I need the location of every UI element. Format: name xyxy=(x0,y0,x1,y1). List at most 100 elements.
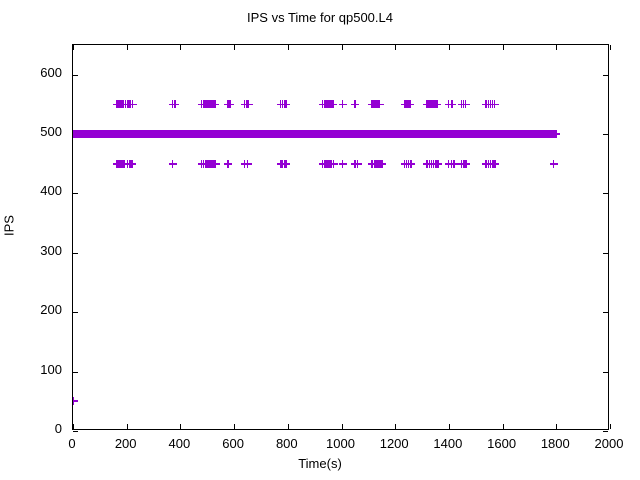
data-point-plus-icon xyxy=(339,130,348,139)
x-tick-mark xyxy=(73,424,74,429)
data-point-plus-icon xyxy=(142,130,151,139)
data-point-plus-icon xyxy=(158,130,167,139)
data-point-plus-icon xyxy=(184,130,193,139)
data-point-plus-icon xyxy=(423,159,432,168)
data-point-plus-icon xyxy=(505,130,514,139)
data-point-plus-icon xyxy=(80,130,89,139)
data-point-plus-icon xyxy=(429,100,438,109)
data-point-plus-icon xyxy=(243,159,252,168)
data-point-plus-icon xyxy=(439,130,448,139)
data-point-plus-icon xyxy=(73,130,82,139)
data-point-plus-icon xyxy=(482,130,491,139)
data-point-plus-icon xyxy=(128,159,137,168)
data-point-plus-icon xyxy=(73,397,78,406)
data-point-plus-icon xyxy=(396,130,405,139)
y-tick-label: 100 xyxy=(40,361,62,377)
data-point-plus-icon xyxy=(488,100,497,109)
data-point-plus-icon xyxy=(378,130,387,139)
data-point-plus-icon xyxy=(116,130,125,139)
data-point-plus-icon xyxy=(441,130,450,139)
data-point-plus-icon xyxy=(235,130,244,139)
data-point-plus-icon xyxy=(255,130,264,139)
data-point-plus-icon xyxy=(385,130,394,139)
data-point-plus-icon xyxy=(388,130,397,139)
x-tick-mark-top xyxy=(180,45,182,50)
data-point-plus-icon xyxy=(350,100,359,109)
data-point-plus-icon xyxy=(104,130,113,139)
x-tick-mark-top xyxy=(341,45,343,50)
data-point-plus-icon xyxy=(240,130,249,139)
data-point-plus-icon xyxy=(531,130,540,139)
data-point-plus-icon xyxy=(155,130,164,139)
data-point-plus-icon xyxy=(522,130,531,139)
data-point-plus-icon xyxy=(407,159,416,168)
data-point-plus-icon xyxy=(77,130,86,139)
data-point-plus-icon xyxy=(536,130,545,139)
data-point-plus-icon xyxy=(293,130,302,139)
data-point-plus-icon xyxy=(331,130,340,139)
data-point-plus-icon xyxy=(381,130,390,139)
data-point-plus-icon xyxy=(459,130,468,139)
x-tick-label: 0 xyxy=(68,436,76,451)
data-point-plus-icon xyxy=(245,130,254,139)
data-point-plus-icon xyxy=(411,130,420,139)
data-point-plus-icon xyxy=(394,130,403,139)
data-point-plus-icon xyxy=(424,130,433,139)
data-point-plus-icon xyxy=(368,100,377,109)
data-point-plus-icon xyxy=(224,130,233,139)
data-point-plus-icon xyxy=(548,130,557,139)
data-point-plus-icon xyxy=(249,130,258,139)
data-point-plus-icon xyxy=(365,130,374,139)
data-point-plus-icon xyxy=(430,130,439,139)
data-point-plus-icon xyxy=(250,130,259,139)
data-point-plus-icon xyxy=(295,130,304,139)
data-point-plus-icon xyxy=(421,130,430,139)
data-point-plus-icon xyxy=(136,130,145,139)
data-point-plus-icon xyxy=(211,130,220,139)
data-point-plus-icon xyxy=(512,130,521,139)
data-point-plus-icon xyxy=(208,130,217,139)
data-point-plus-icon xyxy=(334,130,343,139)
data-point-plus-icon xyxy=(373,130,382,139)
data-point-plus-icon xyxy=(383,130,392,139)
data-point-plus-icon xyxy=(199,130,208,139)
x-tick-mark-top xyxy=(126,45,128,50)
data-point-plus-icon xyxy=(159,130,168,139)
data-point-plus-icon xyxy=(378,159,387,168)
data-point-plus-icon xyxy=(140,130,149,139)
data-point-plus-icon xyxy=(208,159,217,168)
data-point-plus-icon xyxy=(197,100,206,109)
data-point-plus-icon xyxy=(325,130,334,139)
y-tick-label: 500 xyxy=(40,124,62,140)
data-point-plus-icon xyxy=(409,130,418,139)
data-point-plus-icon xyxy=(457,159,466,168)
data-point-plus-icon xyxy=(203,130,212,139)
data-point-plus-icon xyxy=(105,130,114,139)
data-point-plus-icon xyxy=(425,130,434,139)
data-point-plus-icon xyxy=(280,130,289,139)
x-tick-mark xyxy=(341,424,343,429)
data-point-plus-icon xyxy=(367,130,376,139)
data-point-plus-icon xyxy=(513,130,522,139)
data-point-plus-icon xyxy=(171,130,180,139)
data-point-plus-icon xyxy=(526,130,535,139)
x-tick-mark xyxy=(395,424,397,429)
data-point-plus-icon xyxy=(537,130,546,139)
data-point-plus-icon xyxy=(211,100,220,109)
data-point-plus-icon xyxy=(117,130,126,139)
data-point-plus-icon xyxy=(113,100,122,109)
data-point-plus-icon xyxy=(457,130,466,139)
data-point-plus-icon xyxy=(307,130,316,139)
data-point-plus-icon xyxy=(442,130,451,139)
data-point-plus-icon xyxy=(477,130,486,139)
data-point-plus-icon xyxy=(404,159,413,168)
data-point-plus-icon xyxy=(410,130,419,139)
x-tick-mark-top xyxy=(234,45,236,50)
data-point-plus-icon xyxy=(425,159,434,168)
data-point-plus-icon xyxy=(100,130,109,139)
data-point-plus-icon xyxy=(87,130,96,139)
data-point-plus-icon xyxy=(89,130,98,139)
data-point-plus-icon xyxy=(507,130,516,139)
data-point-plus-icon xyxy=(423,100,432,109)
data-point-plus-icon xyxy=(270,130,279,139)
